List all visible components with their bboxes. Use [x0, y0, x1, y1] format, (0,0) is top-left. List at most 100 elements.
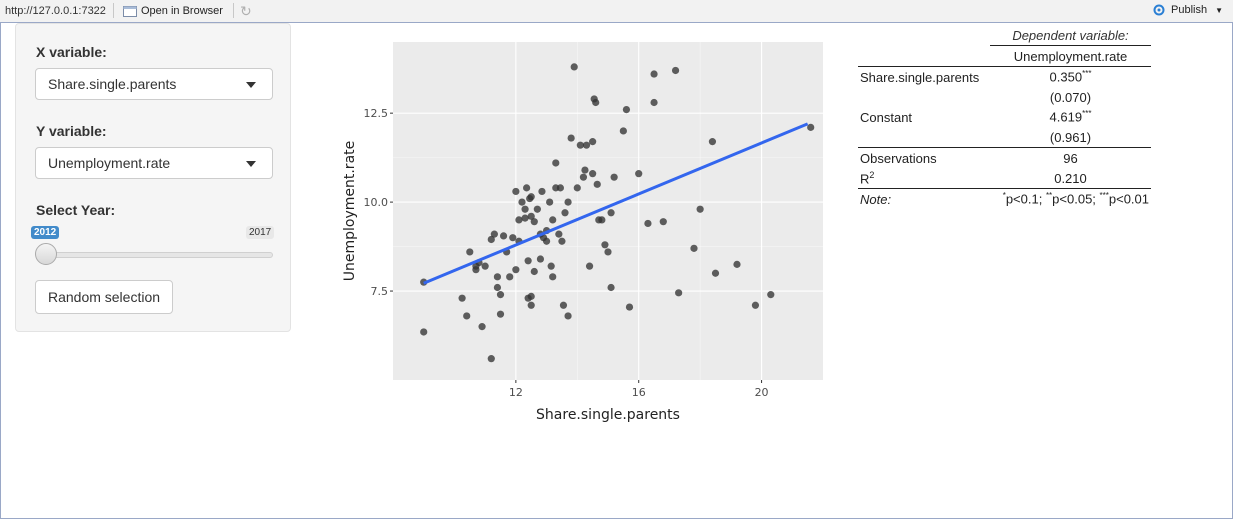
r-squared-label: R2 [860, 169, 875, 187]
constant-value: 4.619*** [1049, 109, 1092, 125]
y-variable-select[interactable]: Unemployment.rate [35, 147, 273, 179]
x-tick-label: 16 [632, 386, 646, 399]
regression-line [423, 122, 809, 285]
data-point [487, 235, 495, 244]
x-variable-select[interactable]: Share.single.parents [35, 68, 273, 100]
data-point [635, 170, 643, 178]
random-selection-button[interactable]: Random selection [35, 280, 173, 314]
data-point [607, 209, 615, 217]
data-point [496, 310, 505, 318]
data-point [690, 244, 698, 252]
data-point [527, 212, 535, 220]
open-in-browser-button[interactable]: Open in Browser [123, 3, 223, 19]
toolbar-divider [233, 3, 234, 18]
data-point [644, 219, 652, 228]
data-point [581, 166, 589, 174]
data-point [527, 292, 535, 300]
open-in-browser-label: Open in Browser [141, 5, 223, 17]
x-variable-label: X variable: [36, 44, 107, 60]
year-slider-track[interactable] [41, 252, 273, 258]
data-point [527, 193, 535, 201]
data-point [570, 63, 578, 71]
data-point [506, 273, 514, 281]
data-point [490, 230, 498, 238]
data-point [767, 291, 775, 299]
data-points [420, 63, 815, 363]
sidebar-panel: X variable: Share.single.parents Y varia… [15, 23, 291, 332]
data-point [604, 248, 612, 256]
caret-down-icon [246, 82, 256, 88]
x-variable-value: Share.single.parents [48, 76, 177, 92]
data-point [601, 241, 609, 249]
publish-button[interactable]: Publish ▼ [1151, 4, 1223, 16]
data-point [708, 138, 717, 146]
data-point [515, 216, 523, 224]
x-tick-label: 12 [509, 386, 523, 399]
data-point [509, 234, 517, 242]
data-point [420, 328, 428, 336]
data-point [527, 301, 535, 309]
grid-lines [393, 42, 823, 380]
toolbar-divider [113, 3, 114, 18]
caret-down-icon [246, 161, 256, 167]
url-text: http://127.0.0.1:7322 [5, 5, 106, 17]
data-point [650, 98, 658, 107]
data-point [458, 294, 466, 302]
year-slider-handle[interactable] [35, 243, 57, 265]
data-point [530, 267, 538, 276]
data-point [675, 289, 683, 297]
year-slider-max: 2017 [246, 226, 275, 239]
y-axis-title: Unemployment.rate [342, 141, 358, 282]
data-point [512, 187, 520, 196]
chevron-down-icon[interactable]: ▼ [1215, 5, 1223, 15]
year-slider-current: 2012 [31, 226, 60, 239]
y-variable-label: Y variable: [36, 123, 107, 139]
dependent-variable-name: Unemployment.rate [1013, 48, 1128, 64]
data-point [558, 237, 566, 245]
data-point [542, 237, 551, 245]
data-point [559, 301, 568, 309]
data-point [530, 218, 538, 226]
data-point [561, 209, 569, 217]
x-tick-label: 20 [755, 386, 769, 399]
y-tick-label: 10.0 [364, 196, 389, 209]
data-point [576, 141, 584, 149]
data-point [573, 184, 581, 192]
data-point [598, 216, 606, 224]
constant-label: Constant [860, 109, 913, 125]
dependent-variable-header: Dependent variable: [990, 25, 1151, 46]
data-point [751, 301, 760, 309]
data-point [619, 127, 627, 135]
data-point [564, 312, 572, 320]
data-point [521, 205, 529, 213]
y-variable-value: Unemployment.rate [48, 155, 171, 171]
refresh-icon[interactable]: ↻ [240, 3, 252, 19]
data-point [567, 134, 575, 142]
data-point [659, 218, 667, 226]
observations-value: 96 [1063, 150, 1078, 166]
data-point [549, 273, 557, 281]
note-label: Note: [860, 191, 892, 207]
significance-note: *p<0.1; **p<0.05; ***p<0.01 [1002, 191, 1149, 207]
r-squared-value: 0.210 [1054, 170, 1087, 186]
data-point [512, 266, 520, 274]
data-point [607, 283, 615, 292]
data-point [518, 198, 526, 206]
data-point [481, 262, 489, 270]
data-point [807, 123, 815, 131]
publish-icon [1153, 4, 1165, 16]
data-point [487, 355, 495, 363]
data-point [521, 214, 529, 222]
data-point [622, 106, 631, 114]
data-point [536, 255, 545, 263]
data-point [592, 98, 600, 107]
data-point [463, 312, 471, 320]
data-point [496, 291, 505, 299]
data-point [524, 257, 532, 265]
data-point [711, 269, 720, 277]
scatter-plot: 12 16 20 7.5 10.0 12.5 Share.single.parents U… [330, 30, 830, 435]
data-point [733, 260, 741, 268]
data-point [582, 141, 591, 149]
y-tick-label: 7.5 [371, 285, 389, 298]
data-point [549, 216, 557, 224]
